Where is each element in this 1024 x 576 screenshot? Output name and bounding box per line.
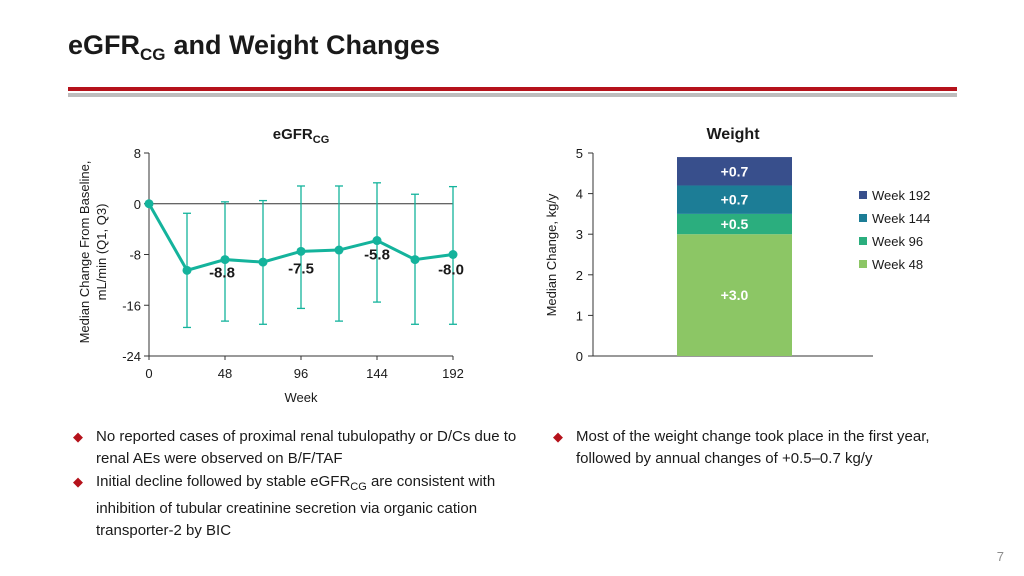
- egfr-data-point: [220, 255, 230, 265]
- egfr-data-point: [258, 257, 268, 267]
- bullet-item: ◆ Most of the weight change took place in…: [553, 428, 930, 467]
- bullet-item: ◆ Initial decline followed by stable eGFR…: [73, 473, 496, 539]
- egfr-x-tick-label: 0: [145, 366, 152, 381]
- weight-bar-label: +0.5: [721, 216, 749, 232]
- egfr-plot-area: 8 0 -8 -16 -24 0 48 96 144 192 -8.8 -7.5 -5.8 -8.0: [122, 146, 464, 381]
- egfr-x-tick-label: 192: [442, 366, 464, 381]
- egfr-data-label: -7.5: [288, 260, 314, 277]
- weight-bar-segment: [677, 234, 792, 356]
- weight-y-tick-label: 4: [576, 187, 583, 202]
- egfr-data-point: [296, 246, 306, 256]
- weight-y-tick-label: 1: [576, 308, 583, 323]
- egfr-y-axis-label-line1: Median Change From Baseline,: [77, 161, 92, 344]
- egfr-y-tick-label: 8: [134, 146, 141, 161]
- weight-legend-label: Week 144: [872, 211, 930, 226]
- egfr-y-tick-label: -8: [129, 248, 141, 263]
- egfr-y-tick-label: -24: [122, 349, 141, 364]
- weight-bar-label: +3.0: [721, 287, 749, 303]
- left-bullet-list: ◆ No reported cases of proximal renal tub…: [70, 426, 525, 543]
- egfr-data-point: [372, 236, 382, 246]
- diamond-bullet-icon: ◆: [73, 429, 83, 444]
- page-number: 7: [996, 549, 1004, 564]
- slide-title-subscript: CG: [140, 45, 166, 64]
- weight-legend-swatch: [859, 191, 867, 199]
- egfr-x-tick-label: 96: [294, 366, 308, 381]
- egfr-data-point: [334, 245, 344, 255]
- weight-y-tick-label: 0: [576, 349, 583, 364]
- weight-y-tick-label: 5: [576, 146, 583, 161]
- egfr-chart-title: eGFRCG: [273, 126, 330, 146]
- egfr-y-axis-label-line2: mL/min (Q1, Q3): [94, 204, 109, 301]
- weight-bar-label: +0.7: [721, 163, 749, 179]
- weight-legend-swatch: [859, 260, 867, 268]
- slide-title-main: eGFR: [68, 30, 141, 60]
- egfr-x-tick-label: 48: [218, 366, 232, 381]
- diamond-bullet-icon: ◆: [553, 429, 563, 444]
- title-divider-red: [68, 87, 957, 91]
- weight-y-tick-label: 2: [576, 268, 583, 283]
- egfr-data-point: [448, 250, 458, 259]
- egfr-data-label: -8.0: [438, 262, 464, 279]
- egfr-data-point: [182, 265, 192, 275]
- weight-bar-label: +0.7: [721, 192, 749, 208]
- weight-legend-swatch: [859, 237, 867, 245]
- weight-legend-label: Week 96: [872, 234, 923, 249]
- egfr-x-axis-label: Week: [285, 390, 318, 405]
- egfr-data-point: [144, 199, 154, 209]
- bullet-item: ◆ No reported cases of proximal renal tub…: [73, 428, 517, 467]
- weight-bar-segment: [677, 213, 792, 235]
- weight-bar-segment: [677, 157, 792, 186]
- weight-y-axis-label: Median Change, kg/y: [544, 193, 559, 316]
- slide-title-rest: and Weight Changes: [173, 30, 441, 60]
- egfr-data-label: -8.8: [209, 265, 235, 282]
- slide-title: eGFRCG and Weight Changes: [68, 30, 440, 65]
- weight-legend-label: Week 192: [872, 188, 930, 203]
- title-divider-grey: [68, 93, 957, 97]
- weight-chart-title: Weight: [706, 126, 760, 143]
- weight-legend-label: Week 48: [872, 257, 923, 272]
- weight-bar-segment: [677, 185, 792, 214]
- egfr-y-tick-label: 0: [134, 197, 141, 212]
- egfr-y-tick-label: -16: [122, 298, 141, 313]
- weight-legend-swatch: [859, 214, 867, 222]
- weight-plot-area: 0 1 2 3 4 5 +3.0 +0.5 +0.7 +0.7 Week 192 Week 144 We…: [576, 146, 931, 364]
- weight-y-tick-label: 3: [576, 227, 583, 242]
- egfr-data-point: [410, 255, 420, 265]
- egfr-x-tick-label: 144: [366, 366, 388, 381]
- right-bullet-list: ◆ Most of the weight change took place in…: [550, 426, 970, 471]
- diamond-bullet-icon: ◆: [73, 474, 83, 489]
- egfr-data-label: -5.8: [364, 247, 390, 264]
